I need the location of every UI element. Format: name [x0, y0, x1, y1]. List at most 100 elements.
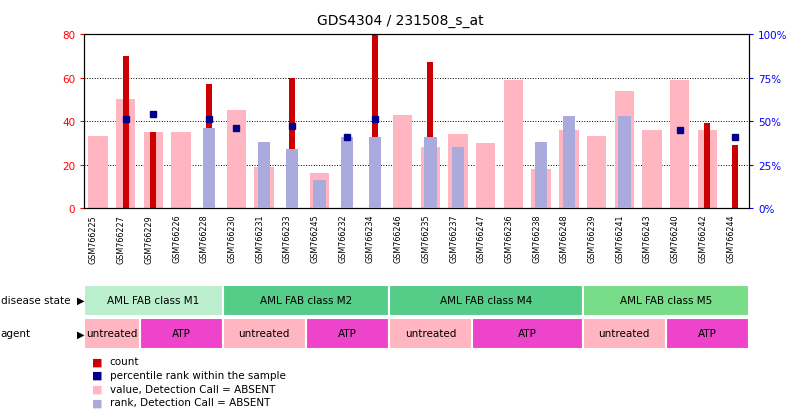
Text: GSM766240: GSM766240: [670, 214, 680, 263]
Text: agent: agent: [1, 328, 31, 339]
Text: GSM766233: GSM766233: [283, 214, 292, 263]
Text: untreated: untreated: [598, 328, 650, 339]
Text: GSM766248: GSM766248: [560, 214, 569, 263]
Bar: [476, 143, 496, 209]
Bar: [223, 318, 306, 349]
Bar: [388, 318, 472, 349]
Text: AML FAB class M2: AML FAB class M2: [260, 295, 352, 306]
Bar: [425, 138, 437, 209]
Bar: [151, 133, 156, 209]
Text: ATP: ATP: [338, 328, 356, 339]
Bar: [732, 146, 739, 209]
Bar: [427, 63, 433, 209]
Bar: [472, 318, 582, 349]
Text: GSM766232: GSM766232: [338, 214, 348, 263]
Text: GSM766238: GSM766238: [532, 214, 541, 263]
Text: GSM766234: GSM766234: [366, 214, 375, 263]
Text: GSM766235: GSM766235: [421, 214, 430, 263]
Text: GDS4304 / 231508_s_at: GDS4304 / 231508_s_at: [317, 14, 484, 28]
Bar: [421, 148, 440, 209]
Bar: [255, 167, 274, 209]
Bar: [535, 142, 547, 209]
Text: rank, Detection Call = ABSENT: rank, Detection Call = ABSENT: [110, 397, 270, 407]
Bar: [286, 150, 298, 209]
Bar: [313, 181, 326, 209]
Text: ■: ■: [92, 370, 103, 380]
Text: GSM766226: GSM766226: [172, 214, 181, 263]
Bar: [642, 131, 662, 209]
Bar: [372, 35, 378, 209]
Text: count: count: [110, 356, 139, 366]
Bar: [206, 85, 211, 209]
Text: AML FAB class M5: AML FAB class M5: [620, 295, 712, 306]
Bar: [449, 135, 468, 209]
Text: GSM766247: GSM766247: [477, 214, 485, 263]
Bar: [698, 131, 717, 209]
Bar: [223, 285, 388, 316]
Text: GSM766228: GSM766228: [199, 214, 209, 263]
Text: GSM766230: GSM766230: [227, 214, 236, 263]
Bar: [344, 206, 350, 209]
Text: GSM766229: GSM766229: [144, 214, 153, 263]
Text: GSM766227: GSM766227: [117, 214, 126, 263]
Text: ▶: ▶: [77, 328, 84, 339]
Bar: [310, 174, 329, 209]
Bar: [504, 81, 523, 209]
Bar: [143, 133, 163, 209]
Text: GSM766242: GSM766242: [698, 214, 707, 263]
Bar: [618, 116, 630, 209]
Text: ▶: ▶: [77, 295, 84, 306]
Text: GSM766237: GSM766237: [449, 214, 458, 263]
Bar: [306, 318, 388, 349]
Bar: [614, 91, 634, 209]
Bar: [666, 318, 749, 349]
Bar: [583, 318, 666, 349]
Bar: [393, 115, 413, 209]
Text: GSM766236: GSM766236: [505, 214, 513, 263]
Text: percentile rank within the sample: percentile rank within the sample: [110, 370, 286, 380]
Text: GSM766225: GSM766225: [89, 214, 98, 263]
Text: ■: ■: [92, 397, 103, 407]
Bar: [88, 137, 107, 209]
Text: GSM766245: GSM766245: [311, 214, 320, 263]
Bar: [583, 285, 749, 316]
Bar: [587, 137, 606, 209]
Text: untreated: untreated: [405, 328, 456, 339]
Text: ATP: ATP: [171, 328, 191, 339]
Text: ■: ■: [92, 384, 103, 394]
Bar: [84, 318, 139, 349]
Text: untreated: untreated: [239, 328, 290, 339]
Bar: [532, 169, 551, 209]
Bar: [116, 100, 135, 209]
Bar: [704, 124, 710, 209]
Text: ATP: ATP: [518, 328, 537, 339]
Text: untreated: untreated: [87, 328, 138, 339]
Text: value, Detection Call = ABSENT: value, Detection Call = ABSENT: [110, 384, 275, 394]
Bar: [171, 133, 191, 209]
Bar: [368, 138, 381, 209]
Bar: [452, 148, 465, 209]
Text: GSM766231: GSM766231: [256, 214, 264, 263]
Text: ■: ■: [92, 356, 103, 366]
Bar: [559, 131, 578, 209]
Bar: [203, 129, 215, 209]
Bar: [123, 57, 129, 209]
Text: GSM766241: GSM766241: [615, 214, 624, 263]
Bar: [289, 78, 295, 209]
Bar: [670, 81, 690, 209]
Text: AML FAB class M4: AML FAB class M4: [440, 295, 532, 306]
Text: GSM766243: GSM766243: [643, 214, 652, 263]
Bar: [139, 318, 223, 349]
Bar: [258, 142, 271, 209]
Text: ATP: ATP: [698, 328, 717, 339]
Text: AML FAB class M1: AML FAB class M1: [107, 295, 199, 306]
Text: GSM766246: GSM766246: [393, 214, 403, 263]
Bar: [84, 285, 223, 316]
Text: GSM766244: GSM766244: [726, 214, 735, 263]
Bar: [341, 138, 353, 209]
Bar: [388, 285, 582, 316]
Text: GSM766239: GSM766239: [588, 214, 597, 263]
Bar: [562, 116, 575, 209]
Bar: [227, 111, 246, 209]
Text: disease state: disease state: [1, 295, 70, 306]
